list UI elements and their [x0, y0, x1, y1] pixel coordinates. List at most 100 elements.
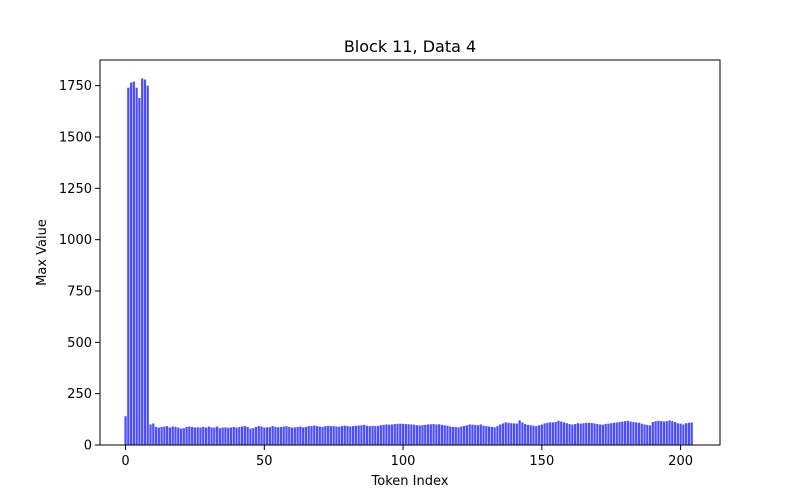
bar: [637, 422, 641, 445]
bar: [482, 425, 485, 445]
bar: [671, 421, 674, 445]
bar: [457, 427, 460, 445]
bar: [218, 428, 221, 445]
y-tick-label: 250: [67, 387, 92, 402]
bar: [185, 426, 188, 445]
bar: [390, 424, 394, 445]
bar: [601, 424, 604, 445]
bar: [471, 424, 474, 445]
bar: [443, 425, 446, 445]
bar: [415, 425, 419, 445]
bar: [154, 426, 158, 445]
bar: [279, 426, 283, 445]
bar: [302, 427, 305, 445]
bar: [610, 423, 613, 445]
x-axis-label: Token Index: [371, 474, 449, 489]
bar: [160, 426, 163, 445]
bar: [368, 426, 371, 445]
bar: [673, 422, 677, 445]
bar: [463, 425, 466, 445]
x-tick-label: 200: [668, 454, 693, 469]
x-axis-ticks: 0 50 100 150 200: [121, 445, 693, 469]
bar: [654, 421, 657, 445]
bar: [537, 425, 541, 445]
bar: [324, 426, 327, 445]
bar: [410, 424, 413, 445]
bar: [285, 426, 288, 445]
bar: [426, 424, 430, 445]
y-tick-label: 1750: [59, 79, 92, 94]
bar: [235, 427, 238, 445]
bar: [216, 426, 219, 445]
bar: [515, 423, 518, 445]
bar: [307, 426, 310, 445]
bar: [393, 424, 396, 445]
bar: [288, 426, 291, 445]
bar: [227, 427, 230, 445]
bar: [304, 426, 308, 445]
bar: [177, 427, 180, 445]
bar: [574, 424, 577, 445]
bar: [232, 426, 235, 445]
bar: [163, 426, 166, 445]
bar: [329, 426, 333, 445]
x-tick-label: 150: [529, 454, 554, 469]
bar: [199, 427, 202, 445]
bar: [354, 425, 357, 445]
bar: [252, 428, 255, 445]
y-tick-label: 750: [67, 285, 92, 300]
bar: [213, 427, 216, 445]
bar: [549, 422, 552, 445]
bar: [685, 423, 688, 445]
bar: [352, 426, 355, 445]
bar: [496, 426, 499, 445]
bar: [277, 427, 280, 445]
bar: [124, 416, 127, 445]
bar: [171, 426, 174, 445]
bar: [648, 425, 652, 445]
bar: [565, 423, 568, 445]
bar: [138, 97, 141, 446]
bar: [243, 426, 246, 445]
bar: [374, 426, 377, 445]
bar: [141, 78, 144, 445]
bar: [418, 425, 421, 445]
bar: [532, 425, 535, 445]
bar: [690, 422, 693, 445]
x-tick-label: 50: [256, 454, 273, 469]
bar: [363, 424, 366, 445]
bar: [357, 425, 360, 445]
bar: [535, 426, 538, 445]
bar: [618, 422, 621, 445]
bar: [590, 423, 593, 445]
bar: [596, 424, 599, 445]
bar: [551, 422, 555, 445]
bar: [635, 422, 638, 445]
bar: [474, 424, 477, 445]
bar: [446, 425, 449, 445]
bar: [660, 421, 663, 445]
bar: [543, 423, 546, 445]
y-tick-label: 1000: [59, 233, 92, 248]
bar: [449, 426, 452, 445]
bar: [349, 426, 352, 445]
bar: [587, 422, 591, 445]
bar: [657, 420, 660, 445]
bar: [149, 424, 152, 445]
bar: [504, 422, 507, 445]
bar: [626, 420, 629, 445]
bar: [607, 423, 610, 445]
bar: [451, 426, 455, 445]
bar: [413, 424, 416, 445]
bar: [546, 422, 549, 445]
bar: [229, 427, 233, 445]
bar: [132, 81, 135, 445]
bar: [438, 424, 441, 445]
bar: [576, 423, 580, 445]
bar: [210, 427, 213, 445]
bar: [399, 423, 402, 445]
y-tick-label: 1500: [59, 131, 92, 146]
bar: [360, 425, 363, 445]
bar: [554, 422, 557, 445]
